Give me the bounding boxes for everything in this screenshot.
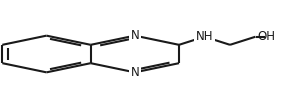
Text: OH: OH	[257, 30, 275, 43]
Text: NH: NH	[196, 30, 213, 43]
Text: N: N	[130, 66, 139, 79]
Text: N: N	[130, 29, 139, 42]
